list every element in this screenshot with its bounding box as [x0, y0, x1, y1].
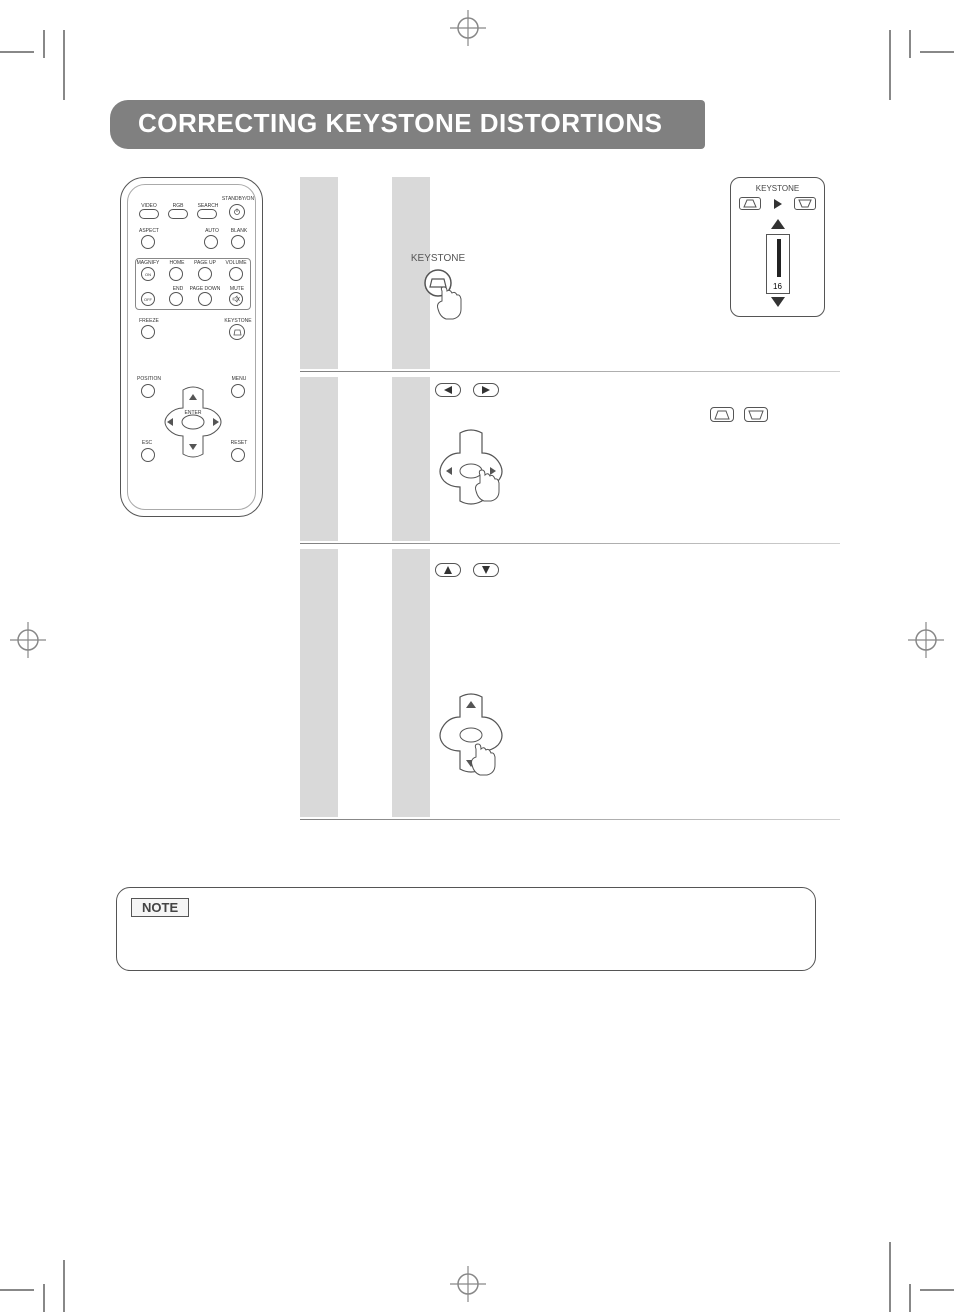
registration-left: [8, 620, 48, 660]
remote-btn-standby-label: STANDBY/ON: [221, 196, 255, 202]
crop-mark-bottom-right: [874, 1242, 954, 1312]
remote-btn-aspect: [141, 235, 155, 249]
remote-btn-auto: [204, 235, 218, 249]
remote-btn-on-label: ON: [145, 272, 151, 277]
dpad-icon: [157, 386, 229, 458]
osd-title: KEYSTONE: [739, 184, 816, 193]
step-stripe-3b: [392, 549, 430, 817]
step-stripe-2b: [392, 377, 430, 541]
remote-btn-pageup-label: PAGE UP: [191, 260, 219, 266]
step1-keystone-button-art: [420, 269, 480, 329]
trapezoid-narrow-bottom-icon: [744, 407, 768, 422]
remote-btn-volume-label: VOLUME: [223, 260, 249, 266]
remote-btn-keystone: [229, 324, 245, 340]
triangle-right-icon: [482, 386, 490, 394]
remote-btn-volume: [229, 267, 243, 281]
step-sep-2: [300, 543, 840, 544]
trapezoid-narrow-bottom-icon: [794, 197, 816, 210]
remote-btn-off-label: OFF: [144, 297, 152, 302]
remote-btn-home-label: HOME: [166, 260, 188, 266]
step-stripe-2a: [300, 377, 338, 541]
remote-btn-auto-label: AUTO: [201, 228, 223, 234]
remote-btn-magnify-on: ON: [141, 267, 155, 281]
remote-btn-enter-label: ENTER: [181, 410, 205, 416]
triangle-right-icon: [774, 199, 782, 209]
pill-left: [435, 383, 461, 397]
remote-btn-rgb: [168, 209, 188, 219]
remote-btn-end-label: END: [168, 286, 188, 292]
keystone-osd: KEYSTONE 16: [730, 177, 825, 317]
remote-btn-esc-label: ESC: [137, 440, 157, 446]
step2-trapezoid-pair: [710, 407, 768, 422]
pill-right: [473, 383, 499, 397]
triangle-up-icon: [771, 219, 785, 229]
remote-btn-menu-label: MENU: [227, 376, 251, 382]
remote-btn-blank: [231, 235, 245, 249]
remote-btn-reset-label: RESET: [227, 440, 251, 446]
note-box: NOTE: [116, 887, 816, 971]
remote-btn-video: [139, 209, 159, 219]
trapezoid-narrow-top-icon: [739, 197, 761, 210]
crop-mark-bottom-left: [0, 1242, 80, 1312]
remote-btn-standby: [229, 204, 245, 220]
step-sep-3: [300, 819, 840, 820]
page-title: CORRECTING KEYSTONE DISTORTIONS: [110, 100, 705, 149]
step-stripe-3a: [300, 549, 338, 817]
remote-btn-magnify-label: MAGNIFY: [135, 260, 161, 266]
osd-gauge-bar: [777, 239, 781, 277]
crop-mark-top-left: [0, 30, 80, 100]
pill-down: [473, 563, 499, 577]
power-icon: [233, 208, 241, 216]
remote-btn-reset: [231, 448, 245, 462]
step2-left-right-pills: [435, 383, 499, 397]
remote-btn-search: [197, 209, 217, 219]
triangle-up-icon: [444, 566, 452, 574]
step3-up-down-pills: [435, 563, 499, 577]
osd-gauge: 16: [766, 234, 790, 294]
step-sep-1: [300, 371, 840, 372]
mute-icon: [232, 295, 240, 303]
step2-dpad-art: [426, 427, 516, 512]
remote-btn-home: [169, 267, 183, 281]
remote-btn-freeze-label: FREEZE: [135, 318, 163, 324]
step-stripe-1a: [300, 177, 338, 369]
step1-keystone-label: KEYSTONE: [408, 253, 468, 264]
pill-up: [435, 563, 461, 577]
remote-btn-position: [141, 384, 155, 398]
remote-btn-end: [169, 292, 183, 306]
remote-btn-pageup: [198, 267, 212, 281]
remote-btn-pagedown: [198, 292, 212, 306]
registration-right: [906, 620, 946, 660]
remote-btn-menu: [231, 384, 245, 398]
remote-btn-magnify-off: OFF: [141, 292, 155, 306]
registration-bottom: [448, 1264, 488, 1304]
remote-btn-blank-label: BLANK: [227, 228, 251, 234]
remote-dpad: ENTER: [157, 386, 229, 458]
remote-btn-mute: [229, 292, 243, 306]
remote-btn-esc: [141, 448, 155, 462]
crop-mark-top-right: [874, 30, 954, 100]
remote-btn-freeze: [141, 325, 155, 339]
step3-dpad-art: [426, 691, 516, 786]
remote-control: VIDEO RGB SEARCH STANDBY/ON ASPECT AUTO …: [120, 177, 263, 517]
registration-top: [448, 8, 488, 48]
osd-value: 16: [767, 282, 789, 291]
note-badge: NOTE: [131, 898, 189, 917]
triangle-left-icon: [444, 386, 452, 394]
remote-btn-position-label: POSITION: [133, 376, 165, 382]
remote-btn-aspect-label: ASPECT: [135, 228, 163, 234]
triangle-down-icon: [771, 297, 785, 307]
trapezoid-narrow-top-icon: [710, 407, 734, 422]
keystone-icon: [233, 329, 242, 336]
triangle-down-icon: [482, 566, 490, 574]
